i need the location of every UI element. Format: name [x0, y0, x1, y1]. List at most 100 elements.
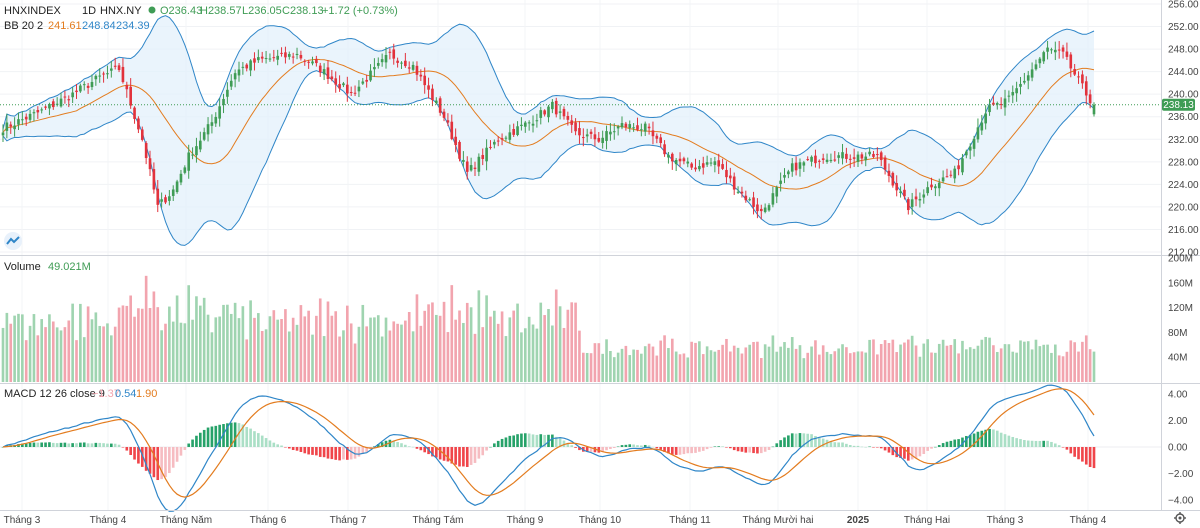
candle-body: [957, 165, 960, 170]
macd-histogram-bar: [601, 447, 604, 452]
volume-bar: [810, 346, 813, 382]
candle-body: [90, 81, 94, 88]
candle-body: [59, 98, 63, 107]
volume-bar: [732, 345, 736, 382]
macd-histogram-bar: [759, 447, 763, 454]
macd-histogram-bar: [551, 434, 554, 447]
candle-body: [918, 199, 922, 201]
volume-bar: [535, 328, 539, 382]
svg-text:BB 20 2 241.61 248: BB 20 2 241.61 248.84 234.39: [4, 20, 150, 32]
macd-histogram-bar: [756, 447, 759, 454]
volume-bar: [709, 350, 713, 382]
volume-bar: [1003, 344, 1007, 382]
volume-bar: [1053, 344, 1057, 382]
volume-bar: [794, 348, 798, 382]
volume-bar: [845, 347, 848, 382]
volume-bar: [415, 294, 419, 382]
candle-body: [206, 124, 210, 135]
candle-body: [28, 113, 32, 120]
candle-body: [156, 188, 160, 205]
main-legend[interactable]: HNXINDEX 1D HNX.NY O236.43 H238.57 L236.…: [4, 5, 398, 32]
macd-histogram-bar: [721, 446, 724, 447]
candle-body: [280, 52, 283, 54]
volume-bar: [5, 312, 9, 382]
macd-histogram-bar: [725, 447, 728, 448]
volume-bar: [806, 352, 810, 382]
volume-bar: [63, 327, 67, 382]
time-axis[interactable]: Tháng 3 Tháng 4 Tháng Năm Tháng 6 Tháng 7 Thá…: [4, 515, 1107, 526]
candle-body: [353, 92, 357, 94]
macd-histogram-bar: [32, 442, 36, 447]
macd-histogram-bar: [295, 447, 299, 451]
macd-histogram-bar: [481, 447, 485, 456]
macd-histogram-bar: [496, 440, 500, 447]
macd-histogram-bar: [523, 433, 527, 447]
bollinger-upper-line: [2, 15, 1095, 161]
macd-histogram-bar: [260, 435, 264, 447]
candle-body: [531, 123, 535, 126]
price-axis[interactable]: 256.00 252.00 248.00 244.00 240.00 236.00 232.…: [1168, 0, 1199, 507]
volume-bar: [140, 308, 144, 382]
volume-bar: [988, 337, 991, 382]
volume-bar: [632, 349, 635, 382]
volume-bar: [976, 345, 980, 382]
volume-bar: [941, 339, 945, 382]
volume-bar: [264, 329, 268, 382]
volume-bar: [384, 317, 388, 382]
candle-body: [740, 191, 744, 194]
volume-bar: [253, 317, 256, 382]
volume-bar: [620, 348, 624, 382]
volume-bar: [291, 317, 295, 382]
volume-bar: [512, 310, 515, 382]
candle-body: [5, 122, 9, 131]
symbol-label: HNXINDEX: [4, 5, 62, 17]
candle-body: [1050, 49, 1053, 51]
candle-body: [171, 189, 175, 196]
candle-body: [759, 208, 763, 212]
candle-body: [543, 110, 546, 115]
volume-legend[interactable]: Volume 49.021M: [4, 261, 91, 273]
bb-legend-label: BB 20 2: [4, 20, 43, 32]
candle-body: [229, 80, 233, 87]
volume-bar: [226, 304, 229, 382]
candle-body: [1069, 54, 1073, 69]
macd-histogram-bar: [400, 443, 403, 447]
volume-bar: [701, 354, 705, 382]
volume-bar: [771, 335, 775, 382]
candle-body: [245, 64, 249, 69]
candle-body: [175, 181, 179, 193]
candle-body: [539, 110, 543, 118]
volume-bar: [736, 347, 740, 382]
macd-histogram-bar: [798, 433, 802, 447]
macd-histogram-bar: [945, 441, 949, 447]
candle-body: [794, 162, 798, 171]
candle-body: [450, 121, 454, 139]
candle-body: [647, 126, 651, 129]
macd-histogram-bar: [585, 447, 589, 452]
macd-legend[interactable]: MACD 12 26 close 9 −1.37 0.54 1.90: [4, 388, 157, 400]
volume-bar: [605, 339, 608, 382]
candle-body: [941, 177, 945, 182]
volume-bar: [75, 340, 78, 382]
candle-body: [852, 157, 856, 159]
exchange-label: HNX.NY: [100, 5, 142, 17]
candle-body: [179, 173, 183, 183]
change-value: +1.72 (+0.73%): [322, 5, 398, 17]
macd-histogram-bar: [926, 447, 929, 451]
settings-gear-icon[interactable]: [1174, 512, 1186, 524]
candle-body: [972, 138, 976, 149]
macd-histogram-bar: [612, 447, 616, 448]
volume-bar: [872, 339, 875, 382]
candle-body: [423, 75, 427, 86]
candle-body: [24, 116, 28, 120]
macd-histogram-bar: [349, 447, 353, 460]
tradingview-logo-icon[interactable]: [4, 232, 22, 250]
candle-body: [934, 186, 937, 189]
candle-body: [674, 159, 678, 165]
candle-body: [845, 153, 848, 159]
candle-body: [473, 167, 477, 169]
macd-histogram-bar: [1038, 440, 1042, 447]
svg-text:MACD 12 26 close 9 −1.37: MACD 12 26 close 9 −1.37 0.54 1.90: [4, 388, 157, 400]
candle-body: [202, 132, 206, 140]
